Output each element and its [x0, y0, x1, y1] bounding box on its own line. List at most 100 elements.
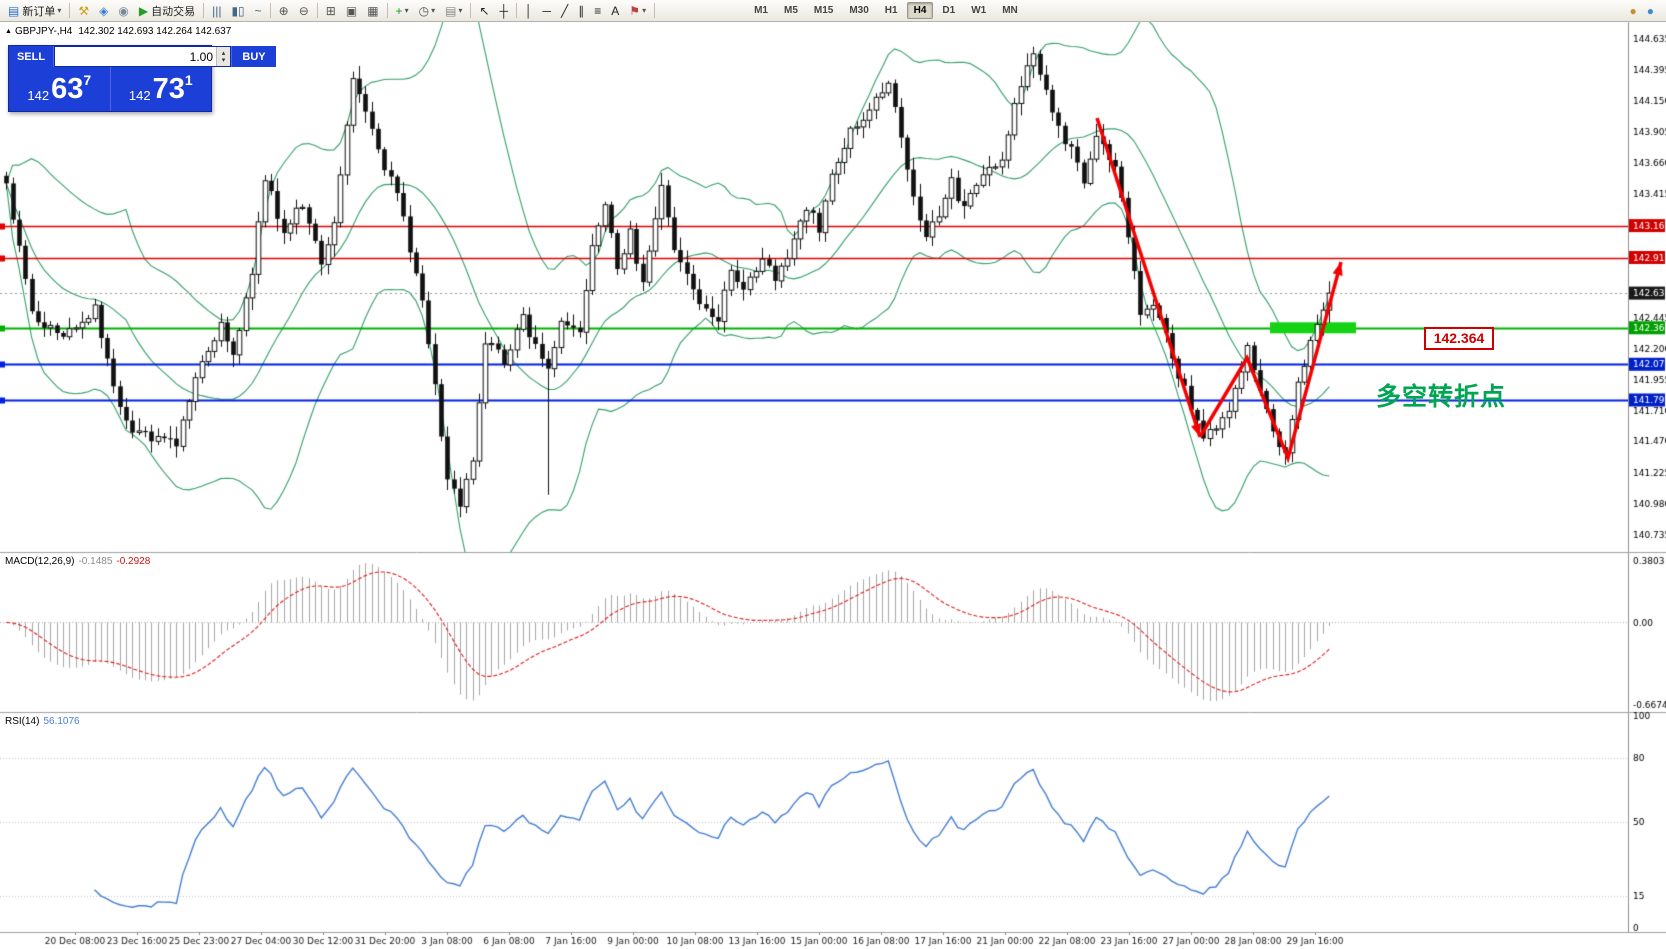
volume-stepper: ▴ ▾ — [54, 46, 231, 67]
signals-icon: ◉ — [118, 3, 129, 18]
macd-value: -0.1485 — [78, 556, 113, 567]
channel-icon: ∥ — [578, 3, 585, 18]
signals-icon[interactable]: ◉ — [114, 0, 132, 21]
toolbar-separator — [316, 3, 318, 18]
mql-editor-icon: ⚒ — [78, 3, 90, 18]
vertical-line-icon[interactable]: │ — [521, 0, 537, 21]
crosshair-icon: ┼ — [499, 3, 509, 18]
zoom-in-icon: ⊕ — [278, 3, 289, 18]
channel-icon[interactable]: ∥ — [574, 0, 588, 21]
cursor-icon[interactable]: ↖ — [475, 0, 493, 21]
vertical-line-icon: │ — [525, 3, 533, 18]
arrange-windows-icon: ▦ — [367, 3, 379, 18]
volume-down-icon[interactable]: ▾ — [221, 56, 226, 64]
buy-price-sup: 1 — [184, 72, 193, 88]
sell-price[interactable]: 142 63 7 — [9, 67, 110, 111]
chevron-down-icon[interactable]: ▾ — [57, 6, 62, 15]
buy-button[interactable]: BUY — [231, 46, 276, 67]
timeframe-mn[interactable]: MN — [1002, 5, 1018, 16]
text-icon: A — [611, 3, 620, 18]
buy-price-main: 73 — [152, 73, 185, 105]
arrows-icon[interactable]: ⚑ ▾ — [625, 0, 650, 21]
template-icon: ▤ — [445, 3, 457, 18]
volume-up-icon[interactable]: ▴ — [221, 49, 226, 57]
fibonacci-icon[interactable]: ≡ — [590, 0, 605, 21]
new-order-button: ▤ — [8, 3, 20, 18]
timeframe-m15[interactable]: M15 — [813, 5, 834, 16]
bar-chart-icon[interactable]: ||| — [208, 0, 225, 21]
rsi-value: 56.1076 — [43, 716, 80, 727]
periods-icon[interactable]: ◷ ▾ — [415, 0, 440, 21]
sell-price-sup: 7 — [83, 72, 92, 88]
toolbar-separator — [269, 3, 271, 18]
cursor-icon: ↖ — [479, 3, 490, 18]
autotrading-button[interactable]: ▶ 自动交易 — [138, 3, 196, 18]
fibonacci-icon: ≡ — [594, 3, 602, 18]
toolbar-separator — [203, 3, 205, 18]
ohlc-values: 142.302 142.693 142.264 142.637 — [78, 26, 232, 37]
connection-icon[interactable]: ● — [1646, 3, 1654, 18]
trendline-icon: ╱ — [561, 3, 569, 18]
new-order-button[interactable]: ▤ 新订单 ▾ — [8, 3, 62, 18]
buy-price[interactable]: 142 73 1 — [109, 67, 212, 111]
timeframe-m1[interactable]: M1 — [754, 5, 768, 16]
macd-indicator-label: MACD(12,26,9) -0.1485 -0.2928 — [5, 556, 150, 567]
symbol-ohlc-header: ▲ GBPJPY-,H4 142.302 142.693 142.264 142.6… — [5, 26, 231, 37]
toolbar-separator — [69, 3, 71, 18]
timeframe-h4[interactable]: H4 — [906, 2, 934, 19]
timeframe-d1[interactable]: D1 — [942, 5, 956, 16]
market-icon[interactable]: ◈ — [95, 0, 112, 21]
line-chart-icon: ~ — [254, 3, 262, 18]
toolbar-separator — [516, 3, 518, 18]
trendline-icon[interactable]: ╱ — [557, 0, 572, 21]
symbol-name: GBPJPY-,H4 — [14, 26, 73, 37]
line-chart-icon[interactable]: ~ — [251, 0, 266, 21]
collapse-triangle-icon: ▲ — [5, 28, 12, 35]
arrows-icon: ⚑ — [629, 3, 641, 18]
text-icon[interactable]: A — [607, 0, 623, 21]
toolbar: ▤ 新订单 ▾ ⚒ ◈ ◉ ▶ 自动交易 ||| ▮▯ ~ ⊕ ⊖ ⊞ ▣ ▦ + ▾ ◷ ▾ ▤ ▾ ↖ ┼ │ ─ ╱ ∥ ≡ A ⚑ ▾… — [0, 0, 1666, 22]
tile-windows-icon: ⊞ — [325, 3, 336, 18]
macd-signal-value: -0.2928 — [116, 556, 151, 567]
timeframe-h1[interactable]: H1 — [884, 5, 898, 16]
mql-editor-icon[interactable]: ⚒ — [74, 0, 93, 21]
status-icon[interactable]: ● — [1629, 3, 1637, 18]
chevron-down-icon[interactable]: ▾ — [431, 6, 436, 15]
macd-name: MACD(12,26,9) — [5, 556, 75, 567]
cascade-windows-icon[interactable]: ▣ — [342, 0, 361, 21]
indicators-icon: + — [395, 3, 403, 18]
market-icon: ◈ — [99, 3, 109, 18]
chevron-down-icon[interactable]: ▾ — [458, 6, 463, 15]
tile-windows-icon[interactable]: ⊞ — [322, 0, 340, 21]
timeframe-m5[interactable]: M5 — [783, 5, 798, 16]
toolbar-separator — [654, 3, 656, 18]
zoom-out-icon[interactable]: ⊖ — [295, 0, 313, 21]
indicators-icon[interactable]: + ▾ — [392, 0, 413, 21]
autotrading-button: ▶ — [138, 3, 149, 18]
arrange-windows-icon[interactable]: ▦ — [363, 0, 382, 21]
horizontal-line-icon: ─ — [542, 3, 552, 18]
zoom-in-icon[interactable]: ⊕ — [275, 0, 293, 21]
buy-price-prefix: 142 — [128, 88, 151, 103]
bar-chart-icon: ||| — [212, 3, 222, 18]
crosshair-icon[interactable]: ┼ — [496, 0, 513, 21]
timeframe-m30[interactable]: M30 — [849, 5, 869, 16]
horizontal-line-icon[interactable]: ─ — [539, 0, 556, 21]
timeframe-w1[interactable]: W1 — [971, 5, 987, 16]
volume-input[interactable] — [55, 47, 216, 66]
template-icon[interactable]: ▤ ▾ — [441, 0, 466, 21]
rsi-indicator-label: RSI(14) 56.1076 — [5, 716, 80, 727]
sell-price-main: 63 — [51, 73, 84, 105]
sell-button[interactable]: SELL — [9, 46, 54, 67]
chevron-down-icon[interactable]: ▾ — [404, 6, 409, 15]
candlestick-chart-icon: ▮▯ — [231, 3, 245, 18]
candlestick-chart-icon[interactable]: ▮▯ — [227, 0, 248, 21]
price-level-label[interactable]: 142.364 — [1424, 327, 1494, 350]
zoom-out-icon: ⊖ — [298, 3, 309, 18]
chevron-down-icon[interactable]: ▾ — [642, 6, 647, 15]
toolbar-separator — [386, 3, 388, 18]
periods-icon: ◷ — [418, 3, 430, 18]
rsi-name: RSI(14) — [5, 716, 40, 727]
